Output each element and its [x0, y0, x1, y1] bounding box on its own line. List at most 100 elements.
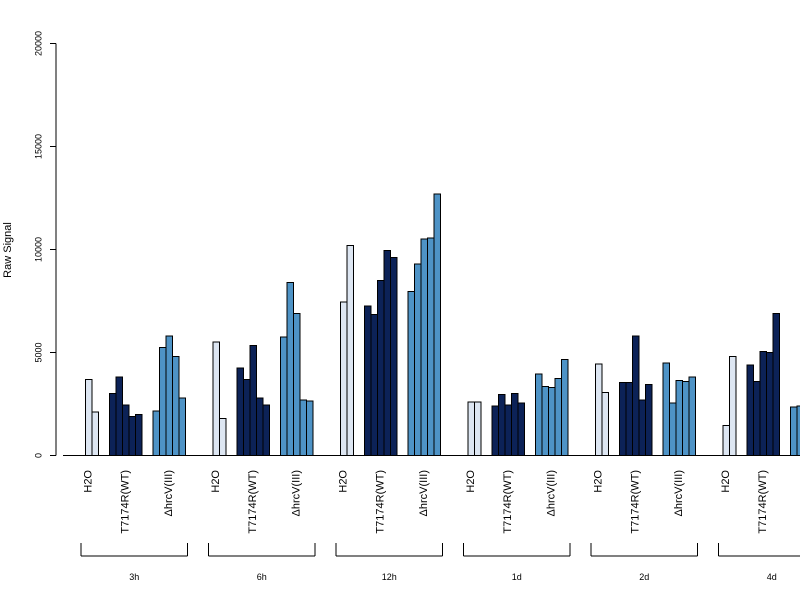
bar	[306, 400, 314, 457]
y-tick-label: 0	[33, 453, 43, 458]
bar	[759, 350, 767, 456]
bar	[340, 301, 348, 456]
bar	[377, 279, 385, 456]
group-label: ΔhrcV(III)	[673, 470, 685, 516]
bar	[165, 335, 173, 456]
bar	[498, 394, 506, 457]
bar	[152, 410, 160, 456]
group-label: ΔhrcV(III)	[163, 470, 175, 516]
bar	[346, 244, 354, 456]
bar	[178, 397, 186, 457]
bar	[159, 346, 167, 457]
bar	[236, 367, 244, 457]
timepoint-label: 6h	[257, 572, 267, 582]
bar	[293, 312, 301, 456]
bar	[243, 378, 251, 456]
bar	[753, 380, 761, 456]
timepoint-brackets: 3h6h12h1d2d4d6d	[80, 543, 800, 582]
bar	[601, 392, 609, 457]
bar	[688, 376, 696, 456]
group-label: H2O	[83, 470, 95, 493]
group-label: H2O	[720, 470, 732, 493]
bar	[407, 291, 415, 457]
bar	[504, 404, 512, 456]
group-label: T7174R(WT)	[375, 470, 387, 534]
y-tick-label: 15000	[33, 134, 43, 159]
bar	[299, 399, 307, 457]
bar	[511, 393, 519, 457]
y-tick-label: 5000	[33, 342, 43, 362]
bar	[554, 377, 562, 456]
x-axis-labels: H2O T7174R(WT) ΔhrcV(III) H2O T7174R(WT) Δhrc…	[83, 470, 770, 534]
bar	[535, 373, 543, 457]
bar	[383, 250, 391, 456]
group-label: H2O	[338, 470, 350, 493]
bar	[619, 381, 627, 456]
bar	[632, 335, 640, 456]
bar	[280, 336, 288, 456]
group-label: T7174R(WT)	[502, 470, 514, 534]
bar	[662, 362, 670, 456]
bar	[474, 401, 482, 457]
bar	[772, 312, 780, 456]
bar	[675, 379, 683, 456]
bar	[256, 397, 264, 457]
bar	[262, 404, 270, 456]
bar	[115, 376, 123, 456]
bar	[722, 425, 730, 457]
bar	[746, 364, 754, 456]
group-label: ΔhrcV(III)	[546, 470, 558, 516]
group-label: T7174R(WT)	[247, 470, 259, 534]
group-label: T7174R(WT)	[757, 470, 769, 534]
group-label: H2O	[593, 470, 605, 493]
bar	[541, 385, 549, 456]
timepoint-label: 4d	[767, 572, 777, 582]
timepoint-label: 3h	[129, 572, 139, 582]
bar	[517, 402, 525, 456]
bar	[729, 356, 737, 456]
bar	[249, 344, 257, 457]
bar	[790, 406, 798, 456]
timepoint-label: 2d	[639, 572, 649, 582]
bar	[427, 237, 435, 456]
bar	[370, 313, 378, 457]
bar	[219, 417, 227, 457]
bar	[172, 356, 180, 456]
bar	[135, 413, 143, 456]
bar	[645, 383, 653, 456]
bar	[85, 378, 93, 456]
bars	[63, 193, 800, 457]
bar	[128, 415, 136, 456]
group-label: ΔhrcV(III)	[291, 470, 303, 516]
group-label: T7174R(WT)	[630, 470, 642, 534]
bar	[638, 399, 646, 457]
group-label: ΔhrcV(III)	[418, 470, 430, 516]
bar	[420, 238, 428, 456]
bar	[561, 359, 569, 456]
bar	[364, 305, 372, 456]
bar	[625, 381, 633, 456]
timepoint-label: 1d	[512, 572, 522, 582]
group-label: T7174R(WT)	[120, 470, 132, 534]
bar	[414, 263, 422, 457]
timepoint-label: 12h	[382, 572, 397, 582]
bar	[796, 405, 800, 456]
group-label: H2O	[210, 470, 222, 493]
bar	[491, 405, 499, 456]
bar	[286, 281, 294, 456]
bar	[122, 404, 130, 456]
bar	[433, 193, 441, 456]
group-label: H2O	[465, 470, 477, 493]
y-tick-label: 10000	[33, 237, 43, 262]
bar	[212, 341, 220, 457]
bar	[682, 380, 690, 456]
y-tick-label: 20000	[33, 31, 43, 56]
bar	[390, 257, 398, 456]
y-axis-label: Raw Signal	[2, 222, 14, 278]
bar	[766, 352, 774, 456]
bar	[595, 363, 603, 456]
bar	[548, 387, 556, 456]
bar	[669, 402, 677, 456]
bar	[91, 411, 99, 456]
